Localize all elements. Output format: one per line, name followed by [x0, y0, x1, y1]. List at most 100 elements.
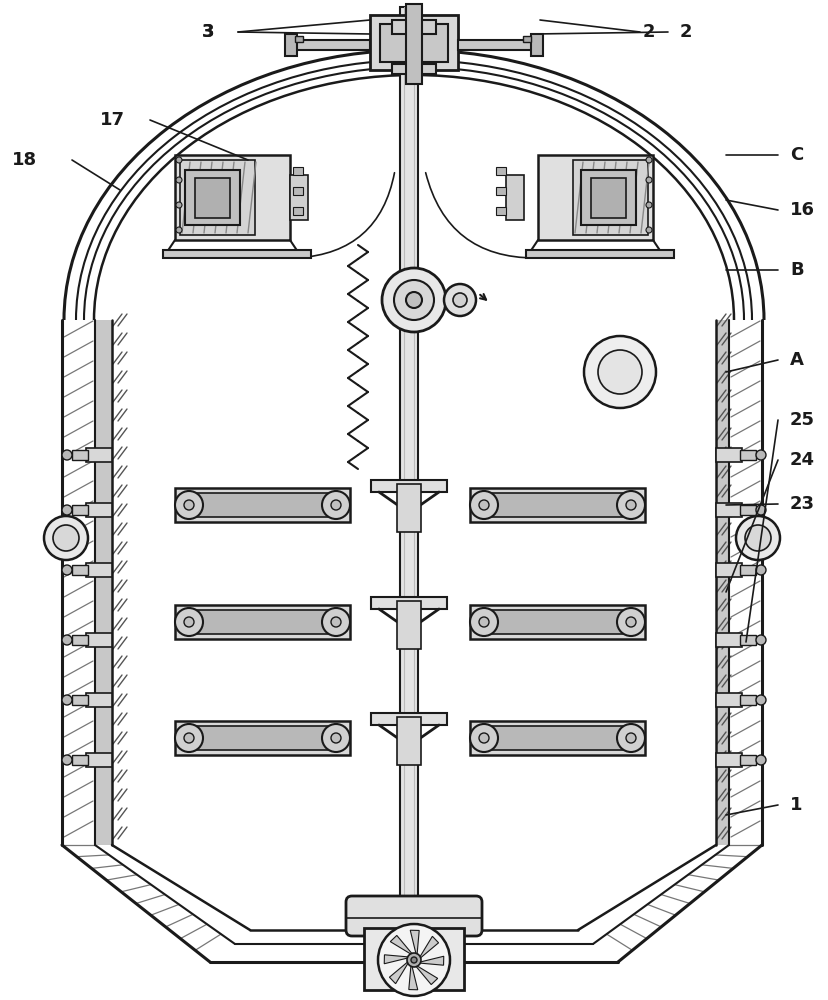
Circle shape	[469, 491, 498, 519]
Circle shape	[616, 724, 644, 752]
Bar	[715, 320, 728, 845]
Bar	[580, 170, 635, 225]
Bar	[290, 175, 308, 220]
Bar	[295, 36, 303, 42]
Circle shape	[616, 608, 644, 636]
Bar	[197, 726, 328, 750]
Text: 1: 1	[789, 796, 802, 814]
Bar	[491, 493, 623, 517]
Bar	[175, 605, 349, 639]
Polygon shape	[417, 936, 438, 960]
Circle shape	[407, 953, 421, 967]
Circle shape	[406, 292, 421, 308]
Circle shape	[62, 505, 72, 515]
Bar	[95, 320, 112, 845]
Bar	[392, 64, 436, 74]
Circle shape	[625, 617, 635, 627]
Circle shape	[645, 202, 651, 208]
Polygon shape	[383, 955, 411, 964]
Bar	[195, 178, 229, 218]
Circle shape	[382, 268, 445, 332]
Bar	[469, 721, 644, 755]
Circle shape	[645, 157, 651, 163]
Circle shape	[62, 695, 72, 705]
FancyArrowPatch shape	[425, 173, 535, 258]
Circle shape	[330, 500, 340, 510]
Polygon shape	[390, 935, 413, 956]
Bar	[292, 187, 303, 195]
Bar	[505, 175, 523, 220]
Polygon shape	[408, 963, 417, 990]
Circle shape	[393, 280, 434, 320]
Circle shape	[755, 755, 765, 765]
Circle shape	[175, 724, 203, 752]
Bar	[86, 563, 112, 577]
Bar	[185, 170, 240, 225]
Bar	[72, 565, 88, 575]
Circle shape	[321, 491, 349, 519]
Bar	[363, 928, 464, 990]
Bar	[163, 250, 310, 258]
Circle shape	[176, 202, 182, 208]
Bar	[469, 605, 644, 639]
Bar	[292, 207, 303, 215]
Circle shape	[755, 505, 765, 515]
Bar	[86, 448, 112, 462]
Bar	[739, 505, 755, 515]
Bar	[197, 493, 328, 517]
Text: 3: 3	[202, 23, 214, 41]
Bar	[72, 695, 88, 705]
Circle shape	[411, 957, 416, 963]
Circle shape	[330, 733, 340, 743]
Text: 25: 25	[789, 411, 814, 429]
Circle shape	[62, 635, 72, 645]
Circle shape	[755, 565, 765, 575]
Circle shape	[625, 733, 635, 743]
Bar	[495, 207, 505, 215]
Circle shape	[755, 450, 765, 460]
Bar	[715, 693, 741, 707]
Bar	[495, 167, 505, 175]
Circle shape	[625, 500, 635, 510]
Bar	[371, 713, 446, 725]
Circle shape	[184, 500, 194, 510]
Bar	[397, 717, 421, 765]
Bar	[491, 610, 623, 634]
Circle shape	[184, 617, 194, 627]
Bar	[715, 503, 741, 517]
Bar	[495, 187, 505, 195]
Bar	[397, 484, 421, 532]
Bar	[522, 36, 531, 42]
Circle shape	[321, 724, 349, 752]
Bar	[371, 597, 446, 609]
Bar	[285, 34, 296, 56]
Bar	[715, 563, 741, 577]
FancyArrowPatch shape	[297, 173, 394, 258]
Bar	[537, 155, 652, 240]
Bar	[572, 160, 647, 235]
Circle shape	[330, 617, 340, 627]
Bar	[86, 693, 112, 707]
Bar	[739, 450, 755, 460]
Bar	[180, 160, 255, 235]
Bar	[739, 635, 755, 645]
Bar	[292, 167, 303, 175]
Circle shape	[176, 227, 182, 233]
Circle shape	[479, 617, 489, 627]
Bar	[457, 40, 537, 50]
Bar	[86, 633, 112, 647]
Bar	[739, 755, 755, 765]
Bar	[290, 40, 369, 50]
Bar	[72, 505, 88, 515]
Text: A: A	[789, 351, 803, 369]
Circle shape	[321, 608, 349, 636]
Circle shape	[175, 491, 203, 519]
Circle shape	[744, 525, 770, 551]
Circle shape	[469, 724, 498, 752]
Circle shape	[62, 450, 72, 460]
Circle shape	[176, 177, 182, 183]
Circle shape	[176, 157, 182, 163]
Bar	[175, 488, 349, 522]
Circle shape	[175, 608, 203, 636]
Bar	[72, 450, 88, 460]
